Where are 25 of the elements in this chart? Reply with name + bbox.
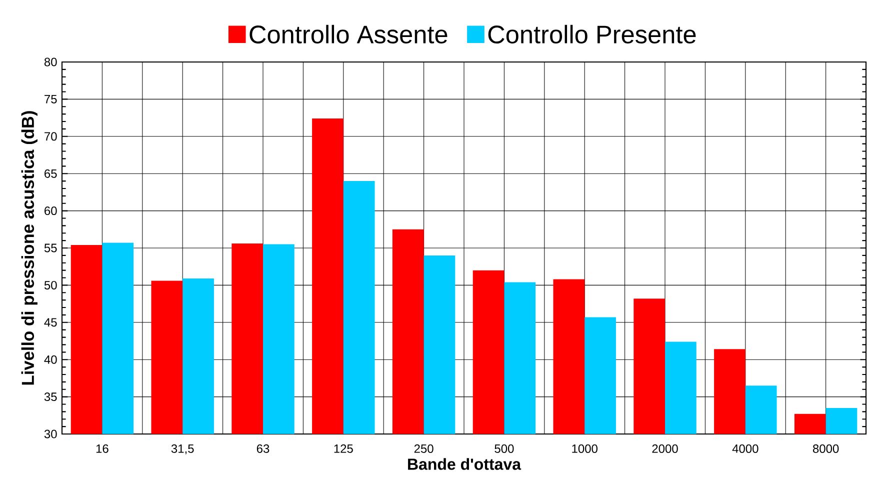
x-tick-label: 16 xyxy=(96,444,108,453)
x-tick-label: 4000 xyxy=(732,444,758,453)
y-axis-title: Livello di pressione acustica (dB) xyxy=(21,111,38,385)
y-tick-label: 50 xyxy=(44,280,57,290)
x-tick-label: 1000 xyxy=(572,444,598,453)
x-tick-label: 8000 xyxy=(812,444,839,453)
legend-label: Controllo Presente xyxy=(488,24,696,44)
x-axis-title: Bande d'ottava xyxy=(408,458,522,470)
x-tick-label: 63 xyxy=(256,444,270,453)
y-tick-label: 45 xyxy=(44,318,57,327)
x-tick-label: 500 xyxy=(494,444,514,453)
y-tick-label: 80 xyxy=(44,58,57,66)
x-tick-label: 250 xyxy=(414,444,434,453)
y-tick-label: 65 xyxy=(44,169,57,178)
y-tick-label: 35 xyxy=(44,392,57,402)
y-tick-label: 70 xyxy=(44,132,57,141)
y-tick-label: 75 xyxy=(44,95,57,104)
legend-label: Controllo Assente xyxy=(250,24,448,44)
x-tick-label: 2000 xyxy=(652,444,678,453)
y-tick-label: 40 xyxy=(44,355,57,364)
y-tick-label: 30 xyxy=(44,430,57,438)
y-tick-label: 60 xyxy=(44,206,57,216)
x-tick-label: 31,5 xyxy=(171,444,194,454)
y-tick-label: 55 xyxy=(44,244,57,252)
x-tick-label: 125 xyxy=(334,444,353,453)
